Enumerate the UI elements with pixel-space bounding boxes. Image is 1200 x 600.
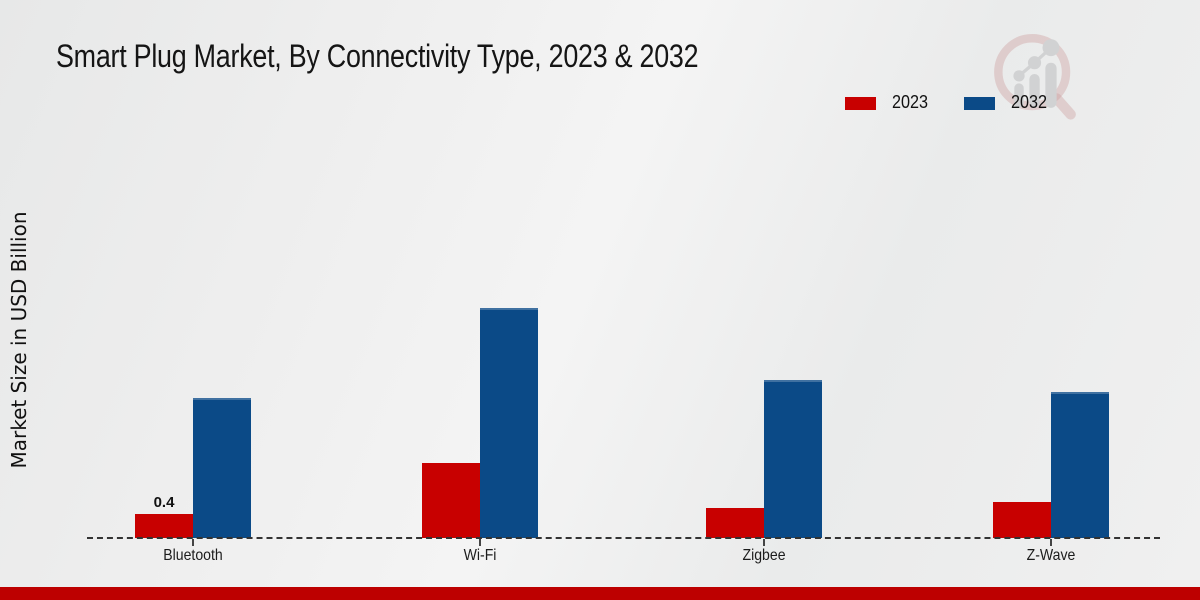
- bar-2023-bluetooth: [135, 514, 193, 538]
- legend-item-2023: 2023: [845, 92, 930, 113]
- x-axis-tick-wi-fi: [479, 539, 481, 546]
- bar-2023-wi-fi: [422, 463, 480, 538]
- legend: 2023 2032: [845, 92, 1049, 113]
- value-label-2023-bluetooth: 0.4: [153, 494, 175, 511]
- legend-label-2032: 2032: [1011, 92, 1048, 112]
- legend-swatch-2032: [964, 97, 996, 110]
- category-label-zigbee: Zigbee: [742, 547, 786, 564]
- category-label-bluetooth: Bluetooth: [163, 547, 223, 564]
- bar-2032-bluetooth: [193, 398, 251, 538]
- x-axis-baseline: [87, 537, 1160, 539]
- category-label-z-wave: Z-Wave: [1026, 547, 1076, 564]
- legend-label-2023: 2023: [892, 92, 929, 112]
- chart-title: Smart Plug Market, By Connectivity Type,…: [56, 38, 699, 74]
- x-axis-tick-bluetooth: [192, 539, 194, 546]
- bar-2023-zigbee: [706, 508, 764, 538]
- legend-item-2032: 2032: [964, 92, 1049, 113]
- bar-2032-zigbee: [764, 380, 822, 538]
- x-axis-tick-z-wave: [1050, 539, 1052, 546]
- bar-2032-z-wave: [1051, 392, 1109, 538]
- footer-accent-bar: [0, 587, 1200, 600]
- bar-2023-z-wave: [993, 502, 1051, 538]
- legend-swatch-2023: [845, 97, 876, 110]
- category-label-wi-fi: Wi-Fi: [463, 547, 497, 564]
- magnifier-bar-chart-logo-icon: [994, 34, 1076, 120]
- x-axis-tick-zigbee: [763, 539, 765, 546]
- bar-2032-wi-fi: [480, 308, 538, 538]
